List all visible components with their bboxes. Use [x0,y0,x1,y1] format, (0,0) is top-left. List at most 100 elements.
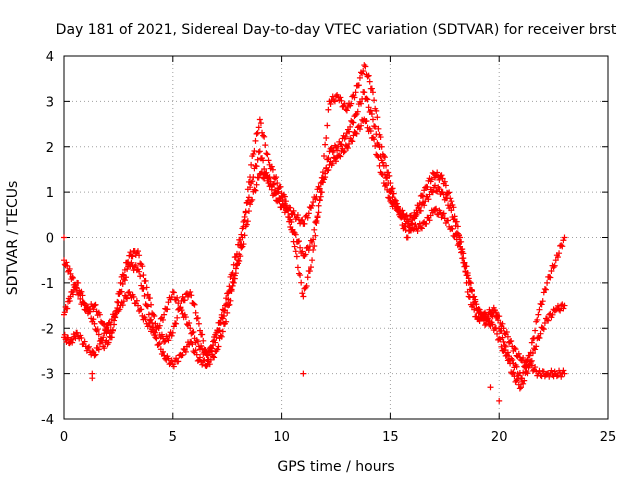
data-point [91,352,98,359]
data-point-fill [447,195,454,202]
data-point-fill [454,223,461,230]
data-point-fill [297,272,304,279]
data-point-fill [344,145,351,152]
data-point-fill [353,130,360,137]
data-point-fill [315,209,322,216]
data-point [161,338,168,345]
data-point-fill [272,190,279,197]
data-point-fill [296,238,303,245]
data-point-fill [125,259,132,266]
data-point [509,357,516,364]
data-point-fill [497,336,504,343]
data-point-fill [458,249,465,256]
data-point-fill [294,238,301,245]
outlier-point [496,397,503,404]
data-point-fill [520,354,527,361]
data-point [291,243,298,250]
data-point-fill [377,153,384,160]
data-point-fill [233,250,240,257]
data-point-fill [182,314,189,321]
data-point-fill [83,347,90,354]
data-point-fill [138,282,145,289]
data-point-fill [363,118,370,125]
data-point-fill [312,232,319,239]
data-point-fill [511,373,518,380]
data-point-fill [453,236,460,243]
data-point-fill [336,152,343,159]
data-point-fill [165,337,172,344]
data-point-fill [255,124,262,131]
data-point-fill [433,205,440,212]
data-point-fill [253,130,260,137]
data-point-fill [512,346,519,353]
data-point-fill [114,298,121,305]
data-point-fill [560,237,567,244]
data-point-fill [429,189,436,196]
data-point [352,130,359,137]
data-point [552,257,559,264]
y-tick-label: 3 [46,95,54,110]
data-point-fill [288,219,295,226]
data-point-fill [158,331,165,338]
data-point-fill [153,335,160,342]
data-point-fill [406,224,413,231]
data-point [152,334,159,341]
data-point-fill [542,286,549,293]
data-point-fill [244,197,251,204]
data-point-fill [69,339,76,346]
data-point-fill [545,317,552,324]
data-point-fill [192,309,199,316]
data-point-fill [84,344,91,351]
data-point-fill [267,181,274,188]
data-point-fill [299,248,306,255]
data-point-fill [262,142,269,149]
data-point-fill [154,323,161,330]
data-point [526,352,533,359]
data-point-fill [199,331,206,338]
data-point-fill [534,316,541,323]
outlier-point [89,375,96,382]
data-point [100,334,107,341]
data-point [91,302,98,309]
data-point-fill [202,348,209,355]
data-point-fill [374,114,381,121]
data-point [500,338,507,345]
data-point-fill [77,295,84,302]
data-point-fill [189,341,196,348]
data-point-fill [537,330,544,337]
data-point-fill [414,228,421,235]
data-point-fill [510,369,517,376]
y-tick-label: 4 [46,50,54,65]
data-point-fill [142,277,149,284]
data-point-fill [156,340,163,347]
data-point-fill [257,120,264,127]
x-tick-label: 0 [60,430,68,445]
x-tick-label: 25 [600,430,617,445]
data-point-fill [155,324,162,331]
data-point-fill [488,311,495,318]
data-point-fill [75,279,82,286]
data-point [117,279,124,286]
x-tick-label: 20 [491,430,508,445]
data-point-fill [371,97,378,104]
data-point-fill [284,206,291,213]
data-point [309,257,316,264]
outlier-point [61,234,67,241]
y-tick-label: -3 [41,368,54,383]
data-point-fill [121,266,128,273]
data-point-fill [386,195,393,202]
data-point-fill [200,337,207,344]
data-point-fill [304,214,311,221]
data-point-fill [168,332,175,339]
data-point-fill [214,346,221,353]
data-point-fill [114,307,121,314]
data-point-fill [261,166,268,173]
data-point-fill [551,262,558,269]
data-point-fill [119,302,126,309]
data-point-fill [312,219,319,226]
data-point-fill [476,306,483,313]
data-point-fill [227,297,234,304]
data-point-fill [251,147,258,154]
data-point-fill [415,204,422,211]
data-point-fill [177,305,184,312]
